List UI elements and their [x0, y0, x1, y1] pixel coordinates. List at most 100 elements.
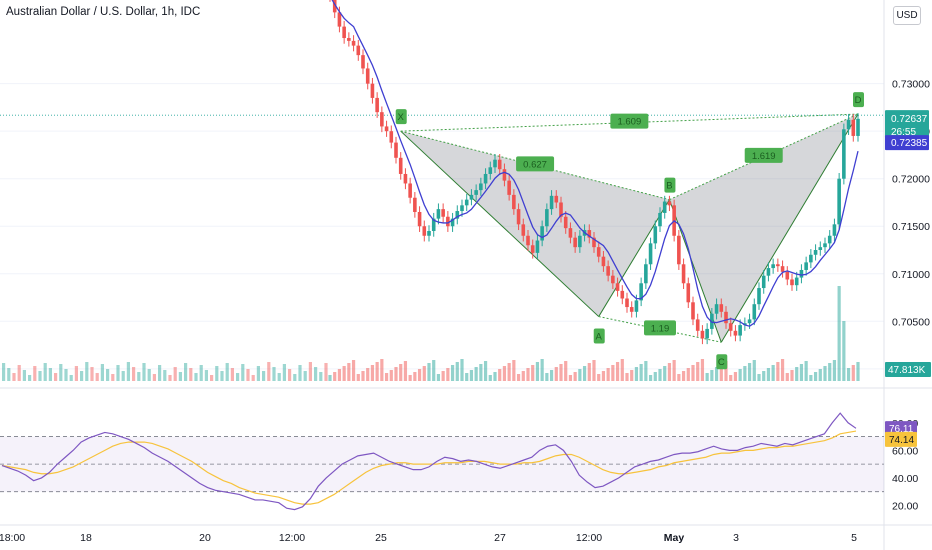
candle-body — [639, 283, 643, 301]
pattern-point-label: D — [855, 95, 862, 106]
candle-body — [832, 224, 837, 236]
volume-bar — [432, 360, 436, 381]
volume-bar — [262, 371, 266, 381]
volume-bar — [653, 372, 657, 381]
volume-bar — [12, 373, 16, 381]
volume-bar — [804, 361, 808, 381]
volume-bar — [399, 364, 403, 381]
volume-bar — [776, 362, 780, 381]
volume-bar — [337, 369, 342, 381]
volume-bar — [436, 374, 441, 381]
candle-body — [615, 283, 620, 291]
time-tick-label: 12:00 — [576, 532, 602, 544]
volume-bar — [620, 359, 624, 381]
volume-bar — [199, 365, 203, 381]
volume-bar — [446, 368, 450, 381]
volume-bar — [230, 368, 234, 381]
volume-bar — [823, 366, 827, 381]
rsi-ma-line — [1, 430, 857, 505]
candle-body — [347, 38, 351, 41]
volume-bar — [450, 365, 455, 381]
candle-body — [804, 262, 808, 270]
candle-body — [483, 173, 488, 184]
ma-tag-label: 0.72385 — [891, 138, 928, 149]
candle-body — [530, 245, 535, 253]
volume-bar — [184, 363, 188, 381]
volume-bar — [611, 365, 615, 381]
candle-body — [752, 304, 757, 320]
price-tick-label: 0.73000 — [892, 79, 930, 91]
candle-body — [747, 319, 752, 324]
candle-body — [342, 26, 346, 39]
pattern-point-label: X — [398, 112, 405, 123]
candle-body — [596, 247, 601, 257]
volume-bar — [33, 366, 37, 381]
candle-body — [846, 119, 851, 130]
volume-bar — [256, 366, 260, 381]
price-tick-label: 0.71500 — [892, 221, 930, 233]
volume-bar — [837, 286, 841, 381]
candle-body — [356, 45, 361, 56]
volume-bar — [319, 372, 323, 381]
candle-body — [474, 190, 478, 195]
candle-body — [728, 323, 733, 331]
volume-bar — [851, 365, 855, 381]
volume-bar — [705, 373, 709, 381]
ratio-label: 1.619 — [752, 151, 776, 162]
candle-body — [658, 212, 662, 227]
volume-bar — [272, 367, 276, 381]
candle-body — [681, 264, 686, 284]
candle-body — [662, 201, 667, 213]
volume-bar — [298, 365, 302, 381]
candle-body — [592, 237, 596, 248]
volume-bar — [441, 371, 445, 381]
candle-body — [446, 216, 450, 227]
volume-bar — [220, 371, 224, 381]
volume-bar — [142, 363, 146, 381]
volume-bar — [147, 369, 151, 381]
volume-bar — [288, 369, 292, 381]
candle-body — [464, 199, 469, 206]
volume-bar — [516, 374, 521, 381]
candle-body — [578, 235, 582, 248]
candle-body — [695, 319, 700, 331]
volume-bar — [597, 374, 601, 381]
volume-bar — [43, 363, 47, 381]
candle-body — [408, 183, 412, 198]
volume-bar — [28, 375, 32, 381]
time-tick-label: 3 — [733, 532, 739, 544]
volume-tag — [885, 362, 931, 377]
candle-body — [653, 226, 658, 244]
candle-body — [776, 264, 780, 267]
rsi-tick-label: 20.00 — [892, 500, 918, 512]
volume-bar — [752, 360, 756, 381]
candle-body — [370, 83, 375, 98]
volume-bar — [672, 360, 676, 381]
candle-body — [488, 167, 493, 174]
candle-body — [634, 300, 639, 312]
volume-bar — [173, 367, 177, 381]
volume-bar — [394, 367, 398, 381]
candle-body — [785, 271, 790, 280]
candle-body — [450, 218, 455, 227]
chart-title: Australian Dollar / U.S. Dollar, 1h, IDC — [6, 6, 201, 18]
volume-bar — [375, 362, 379, 381]
candle-body — [460, 205, 464, 212]
volume-bar — [842, 321, 846, 381]
candle-body — [413, 197, 417, 212]
currency-button[interactable]: USD — [893, 6, 921, 25]
candle-body — [441, 209, 445, 217]
candle-body — [332, 0, 337, 13]
candle-body — [375, 97, 379, 113]
volume-bar — [116, 365, 120, 381]
volume-bar — [74, 366, 78, 381]
volume-bar — [132, 367, 136, 381]
candle-body — [469, 194, 474, 200]
time-tick-label: 5 — [851, 532, 857, 544]
candle-body — [813, 250, 818, 255]
candle-body — [389, 131, 394, 143]
ratio-marker — [644, 320, 676, 336]
candle-body — [394, 142, 398, 158]
candle-body — [780, 266, 785, 272]
